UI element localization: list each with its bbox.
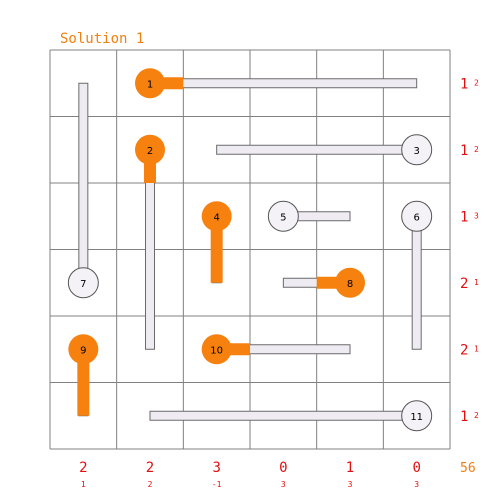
piece-3-label: 3 xyxy=(413,146,419,157)
col-clue-3-small: -1 xyxy=(212,480,222,489)
row-clue-5-small: 1 xyxy=(474,344,479,353)
piece-3-track xyxy=(216,144,418,155)
col-clue-2-small: 2 xyxy=(148,480,153,489)
row-clue-6-big: 1 xyxy=(460,409,468,425)
piece-11-label: 11 xyxy=(410,412,423,423)
piece-10-circle xyxy=(201,334,232,365)
piece-5-knob[interactable]: 5 xyxy=(267,200,299,232)
piece-2-circle xyxy=(135,134,166,165)
piece-5-circle xyxy=(267,200,299,232)
piece-4-circle xyxy=(201,201,232,232)
row-clue-6-small: 2 xyxy=(474,411,479,420)
piece-3-circle xyxy=(401,134,433,166)
piece-11-circle xyxy=(401,400,433,432)
piece-11-track xyxy=(149,410,418,421)
piece-1-knob[interactable]: 1 xyxy=(135,68,166,99)
row-clue-1-big: 1 xyxy=(460,76,468,92)
piece-6-track xyxy=(411,215,422,350)
col-clue-2-big: 2 xyxy=(146,460,154,476)
piece-7-label: 7 xyxy=(80,279,86,290)
col-clue-3-big: 3 xyxy=(212,460,220,476)
row-clue-3-big: 1 xyxy=(460,209,468,225)
piece-5-label: 5 xyxy=(280,212,286,223)
row-clue-2-small: 2 xyxy=(474,145,479,154)
piece-8-label: 8 xyxy=(347,279,353,290)
piece-2-label: 2 xyxy=(147,146,153,157)
col-clue-6-small: 3 xyxy=(414,480,419,489)
piece-9-knob[interactable]: 9 xyxy=(68,334,99,365)
piece-4-knob[interactable]: 4 xyxy=(201,201,232,232)
row-clue-1-small: 2 xyxy=(474,78,479,87)
piece-10-label: 10 xyxy=(210,345,223,356)
row-clue-2-big: 1 xyxy=(460,143,468,159)
total-score: 56 xyxy=(460,461,476,476)
piece-2-knob[interactable]: 2 xyxy=(135,134,166,165)
col-clue-1-small: 1 xyxy=(81,480,86,489)
piece-9-label: 9 xyxy=(80,345,86,356)
col-clue-5-small: 3 xyxy=(348,480,353,489)
col-clue-4-big: 0 xyxy=(279,460,287,476)
col-clue-6-big: 0 xyxy=(412,460,420,476)
piece-4-label: 4 xyxy=(213,212,219,223)
piece-1-track xyxy=(149,78,418,89)
piece-6-label: 6 xyxy=(413,212,419,223)
piece-4-extension xyxy=(210,216,223,283)
piece-6-knob[interactable]: 6 xyxy=(401,200,433,232)
piece-7-knob[interactable]: 7 xyxy=(67,267,99,299)
piece-11-knob[interactable]: 11 xyxy=(401,400,433,432)
row-clue-5-big: 2 xyxy=(460,342,468,358)
piece-8-knob[interactable]: 8 xyxy=(335,267,366,298)
piece-1-circle xyxy=(135,68,166,99)
piece-3-knob[interactable]: 3 xyxy=(401,134,433,166)
piece-9-extension xyxy=(77,349,90,416)
piece-8-circle xyxy=(335,267,366,298)
row-clue-3-small: 3 xyxy=(474,211,479,220)
piece-9-circle xyxy=(68,334,99,365)
row-clue-4-small: 1 xyxy=(474,278,479,287)
row-clue-4-big: 2 xyxy=(460,276,468,292)
piece-7-track xyxy=(78,82,89,284)
piece-1-label: 1 xyxy=(147,79,153,90)
puzzle-grid xyxy=(49,49,451,450)
solution-title: Solution 1 xyxy=(60,31,144,47)
col-clue-5-big: 1 xyxy=(346,460,354,476)
col-clue-1-big: 2 xyxy=(79,460,87,476)
col-clue-4-small: 3 xyxy=(281,480,286,489)
piece-6-circle xyxy=(401,200,433,232)
piece-7-circle xyxy=(67,267,99,299)
piece-layer: 1 2 3 4 5 6 7 8 9 10 11 xyxy=(67,68,433,432)
piece-10-knob[interactable]: 10 xyxy=(201,334,232,365)
